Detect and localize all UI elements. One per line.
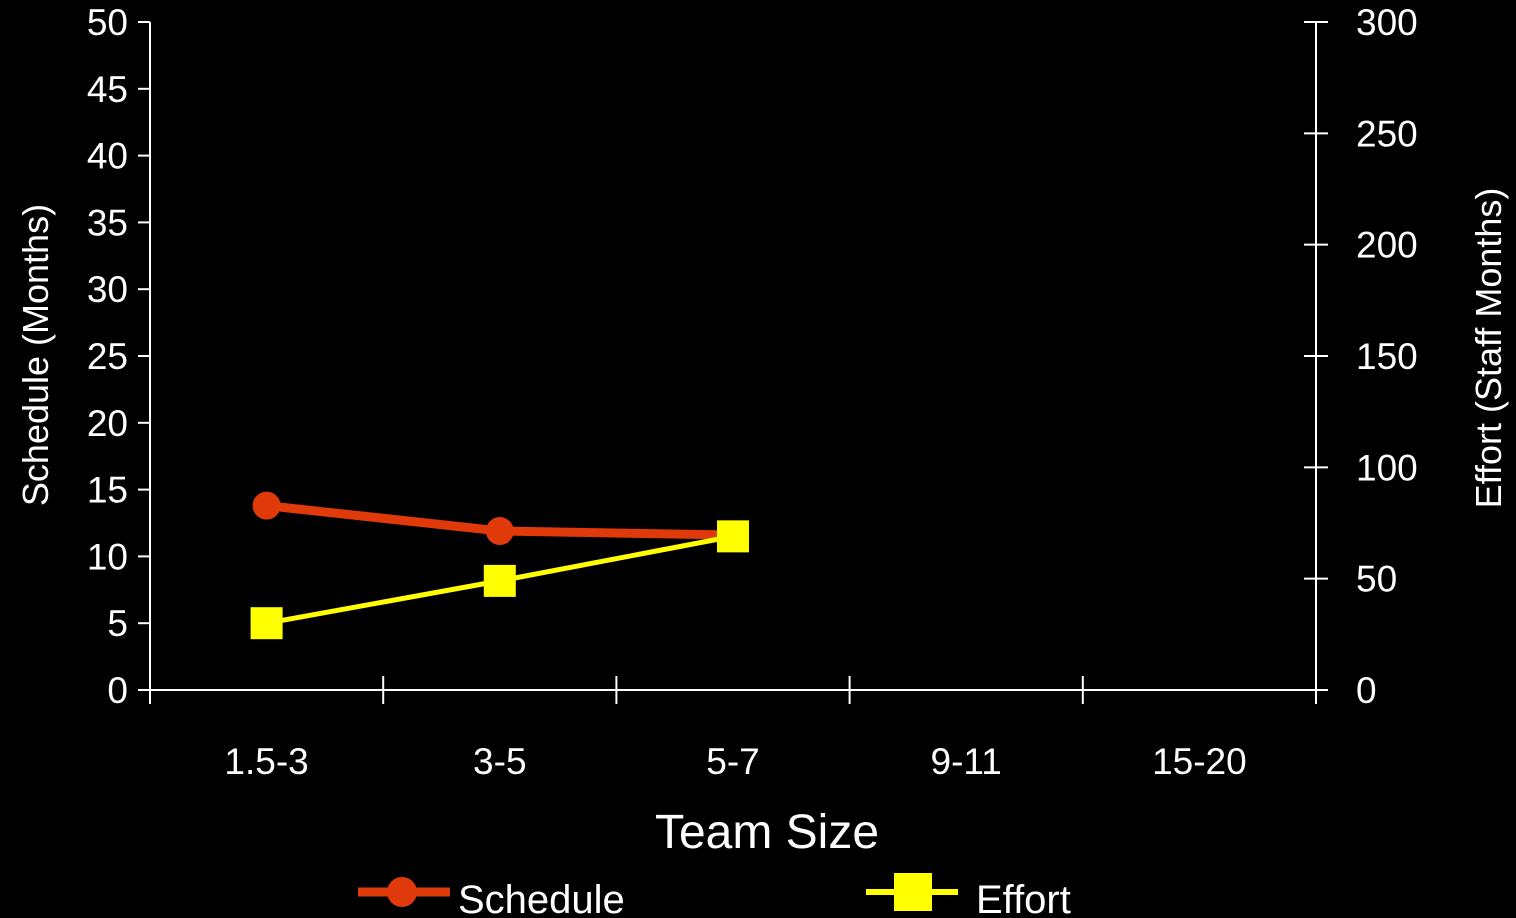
y2-tick-label: 250: [1356, 113, 1418, 154]
axes: [138, 21, 1328, 704]
effort-point: [250, 607, 283, 640]
tick-labels: 0 5 10 15 20 25 30 35 40 45 50 0 50 100 150 200 250 300 1.…: [87, 2, 1418, 782]
effort-point: [717, 520, 749, 553]
series-marks: [250, 491, 749, 640]
effort-legend-marker: [894, 873, 932, 911]
x-tick-label: 1.5-3: [224, 741, 308, 782]
y-tick-label: 25: [87, 336, 128, 377]
y2-tick-label: 150: [1356, 336, 1418, 377]
x-tick-label: 15-20: [1152, 741, 1247, 782]
y-tick-label: 10: [87, 536, 128, 577]
y-axis-title: Schedule (Months): [15, 204, 56, 506]
y-tick-label: 45: [87, 69, 128, 110]
y-tick-label: 50: [87, 2, 128, 43]
y-tick-label: 30: [87, 269, 128, 310]
y-tick-label: 40: [87, 136, 128, 177]
effort-legend-label: Effort: [976, 878, 1071, 918]
y2-tick-label: 50: [1356, 559, 1397, 600]
x-axis-title: Team Size: [655, 806, 879, 859]
y-tick-label: 5: [107, 603, 128, 644]
legend: Schedule Effort: [358, 873, 1071, 918]
y-tick-label: 20: [87, 403, 128, 444]
schedule-legend-label: Schedule: [458, 878, 625, 918]
schedule-legend-marker: [387, 877, 417, 907]
y-tick-label: 35: [87, 202, 128, 243]
y-tick-label: 0: [107, 670, 128, 711]
schedule-point: [485, 517, 514, 546]
y2-tick-label: 200: [1356, 225, 1418, 266]
x-tick-label: 3-5: [473, 741, 526, 782]
effort-point: [483, 564, 516, 597]
y2-tick-label: 300: [1356, 2, 1418, 43]
x-tick-label: 5-7: [706, 741, 759, 782]
y2-tick-label: 0: [1356, 670, 1377, 711]
x-tick-label: 9-11: [931, 741, 1002, 782]
schedule-point: [252, 491, 281, 520]
y2-axis-title: Effort (Staff Months): [1468, 188, 1509, 509]
y-tick-label: 15: [87, 470, 128, 511]
y2-tick-label: 100: [1356, 447, 1418, 488]
